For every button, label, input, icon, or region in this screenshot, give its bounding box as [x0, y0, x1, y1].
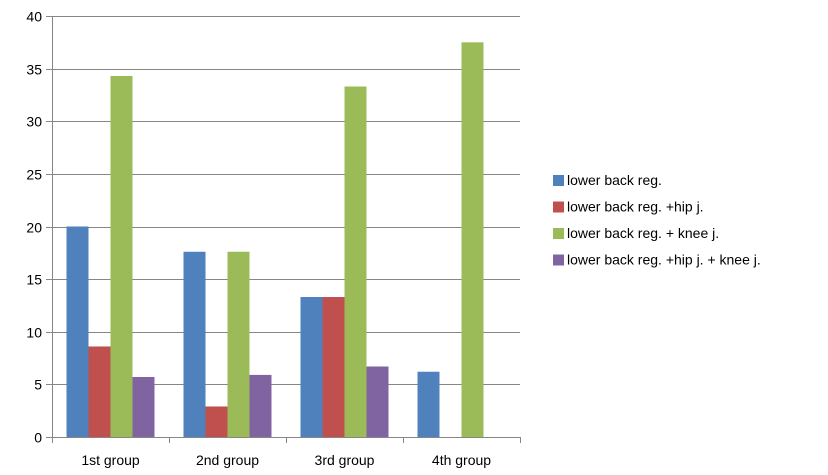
bar — [417, 371, 440, 437]
legend-swatch — [553, 254, 564, 266]
legend: lower back reg. lower back reg. +hip j. lo… — [553, 172, 761, 268]
y-tick-label: 15 — [26, 272, 42, 288]
y-axis-ticks: 0 5 10 15 20 25 30 35 40 — [26, 9, 52, 446]
x-tick-label: 2nd group — [196, 452, 259, 468]
bar — [366, 366, 389, 437]
x-tick-label: 1st group — [81, 452, 140, 468]
bars — [66, 42, 484, 438]
legend-label: lower back reg. — [567, 172, 662, 188]
bar — [344, 86, 367, 437]
legend-label: lower back reg. +hip j. + knee j. — [567, 252, 761, 268]
y-tick-label: 20 — [26, 220, 42, 236]
bar — [249, 374, 272, 437]
bar — [322, 297, 345, 437]
y-tick-label: 10 — [26, 325, 42, 341]
y-tick-label: 35 — [26, 62, 42, 78]
x-tick-label: 3rd group — [315, 452, 375, 468]
y-tick-label: 5 — [34, 377, 42, 393]
legend-swatch — [553, 175, 564, 186]
bar — [205, 406, 228, 437]
bar — [183, 251, 206, 437]
x-tick-label: 4th group — [432, 452, 491, 468]
bar — [300, 297, 323, 437]
y-tick-label: 30 — [26, 114, 42, 130]
legend-swatch — [553, 201, 564, 213]
y-tick-label: 40 — [26, 9, 42, 25]
x-axis-ticks: 1st group 2nd group 3rd group 4th group — [52, 437, 521, 468]
y-tick-label: 25 — [26, 167, 42, 183]
y-tick-label: 0 — [34, 430, 42, 446]
bar — [66, 226, 89, 437]
legend-label: lower back reg. +hip j. — [567, 199, 704, 215]
legend-label: lower back reg. + knee j. — [567, 225, 719, 241]
bar — [110, 75, 133, 438]
bar — [461, 42, 484, 437]
legend-swatch — [553, 228, 564, 239]
bar — [227, 251, 250, 437]
bar — [88, 346, 111, 437]
bar — [132, 377, 155, 437]
